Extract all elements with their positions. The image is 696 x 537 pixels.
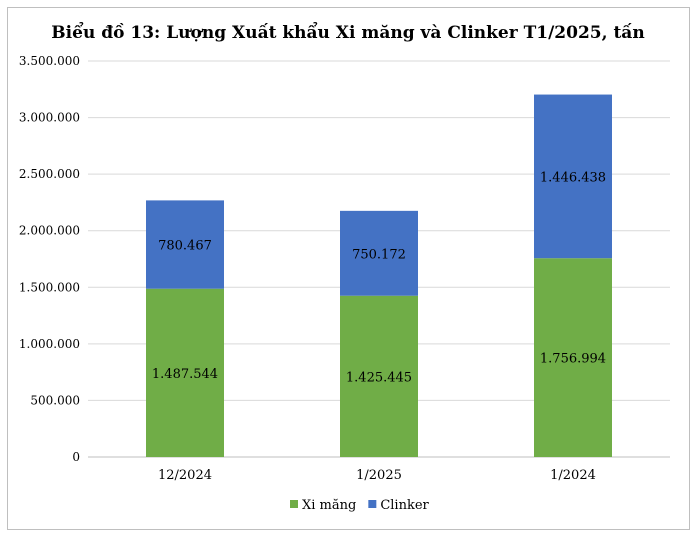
y-tick-label: 1.000.000 bbox=[19, 337, 80, 351]
data-label: 1.425.445 bbox=[346, 370, 412, 385]
x-tick-label: 1/2024 bbox=[550, 468, 596, 483]
data-label: 1.487.544 bbox=[152, 367, 218, 382]
data-label: 750.172 bbox=[352, 247, 406, 262]
x-tick-label: 1/2025 bbox=[356, 468, 402, 483]
legend-swatch bbox=[368, 500, 377, 508]
bar-xi-măng bbox=[146, 288, 224, 457]
y-tick-label: 3.000.000 bbox=[19, 111, 80, 125]
legend-swatch bbox=[290, 500, 298, 508]
legend-label: Xi măng bbox=[302, 498, 356, 513]
bar-clinker bbox=[534, 94, 612, 259]
y-tick-label: 500.000 bbox=[30, 393, 80, 407]
bar-clinker bbox=[340, 210, 418, 296]
x-tick-label: 12/2024 bbox=[158, 468, 212, 483]
bar-xi-măng bbox=[534, 258, 612, 457]
y-tick-label: 1.500.000 bbox=[19, 280, 80, 294]
data-label: 1.756.994 bbox=[540, 352, 606, 367]
data-label: 1.446.438 bbox=[540, 170, 606, 185]
bar-xi-măng bbox=[340, 295, 418, 457]
data-label: 780.467 bbox=[158, 239, 212, 254]
y-tick-label: 3.500.000 bbox=[19, 54, 80, 68]
chart-title: Biểu đồ 13: Lượng Xuất khẩu Xi măng và C… bbox=[51, 21, 644, 43]
legend-label: Clinker bbox=[380, 498, 429, 513]
y-tick-label: 2.500.000 bbox=[19, 167, 80, 181]
bar-clinker bbox=[146, 200, 224, 289]
y-tick-label: 0 bbox=[72, 450, 80, 464]
y-tick-label: 2.000.000 bbox=[19, 224, 80, 238]
legend: Xi măng Clinker bbox=[290, 498, 430, 513]
